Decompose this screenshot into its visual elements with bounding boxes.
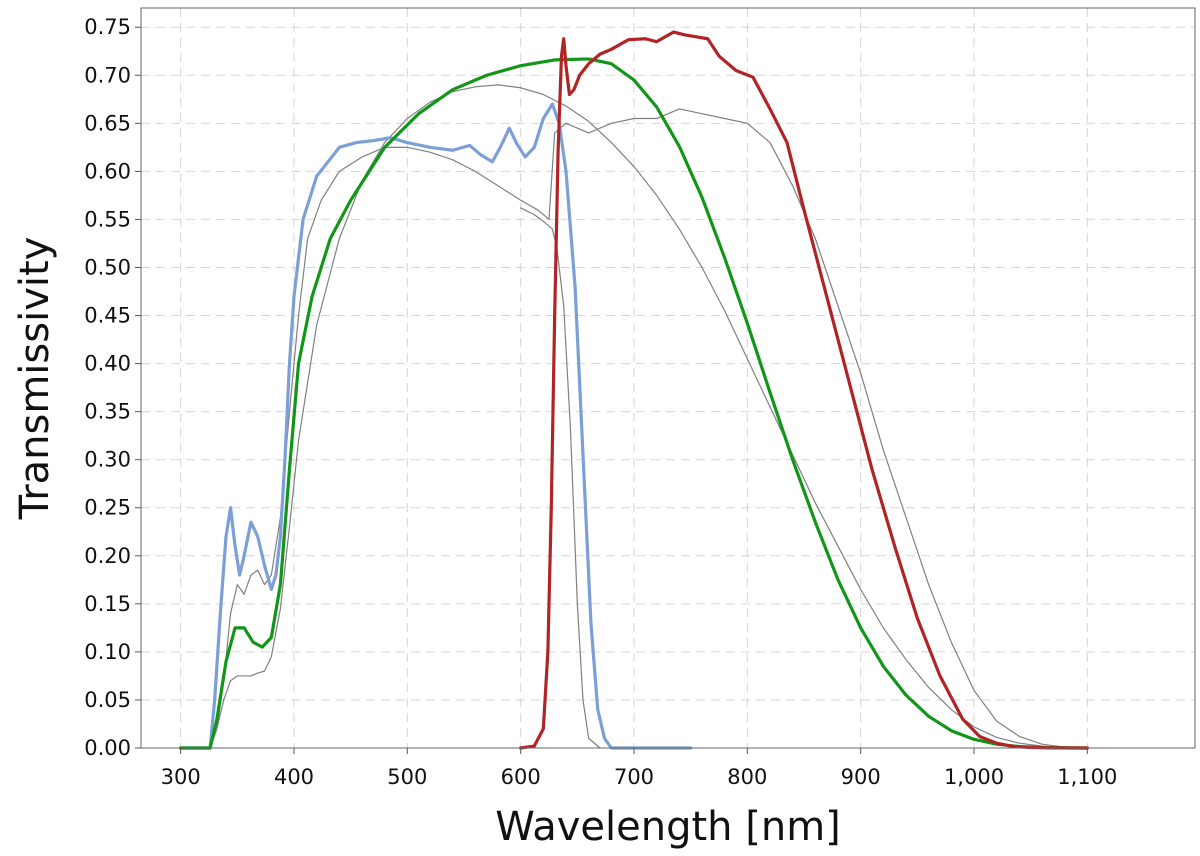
grid-lines: [141, 8, 1195, 748]
x-tick-label: 500: [387, 765, 427, 789]
y-tick-label: 0.25: [84, 496, 131, 520]
y-tick-label: 0.00: [84, 736, 131, 760]
x-tick-label: 600: [501, 765, 541, 789]
y-axis-tick-labels: 0.00 0.05 0.10 0.15 0.20 0.25 0.30 0.35 0.40 0.45…: [84, 15, 131, 760]
x-tick-label: 300: [161, 765, 201, 789]
plot-area-frame: [140, 7, 1196, 749]
series-line-green-filter: [179, 57, 1089, 750]
x-tick-label: 400: [274, 765, 314, 789]
series-line-gray-curve-3: [520, 207, 601, 749]
y-tick-label: 0.45: [84, 304, 131, 328]
y-axis-title: Transmissivity: [12, 237, 58, 521]
series-line-red-filter: [519, 30, 1089, 750]
y-tick-label: 0.55: [84, 207, 131, 231]
x-axis-tick-labels: 300 400 500 600 700 800 900 1,000 1,100: [161, 765, 1118, 789]
x-tick-label: 1,000: [944, 765, 1004, 789]
x-tick-label: 800: [727, 765, 767, 789]
y-tick-label: 0.20: [84, 544, 131, 568]
x-axis-title: Wavelength [nm]: [495, 804, 841, 850]
x-tick-label: 900: [841, 765, 881, 789]
y-tick-label: 0.15: [84, 592, 131, 616]
y-tick-label: 0.60: [84, 159, 131, 183]
x-tick-label: 700: [614, 765, 654, 789]
data-series: [179, 30, 1089, 750]
series-line-gray-curve-2: [180, 84, 1088, 749]
y-tick-label: 0.05: [84, 688, 131, 712]
y-tick-label: 0.65: [84, 111, 131, 135]
y-tick-label: 0.50: [84, 255, 131, 279]
y-tick-label: 0.10: [84, 640, 131, 664]
x-tick-label: 1,100: [1057, 765, 1117, 789]
y-tick-label: 0.30: [84, 448, 131, 472]
y-tick-label: 0.75: [84, 15, 131, 39]
series-line-blue-filter: [179, 102, 693, 750]
y-tick-label: 0.35: [84, 400, 131, 424]
series-line-gray-curve-1: [180, 108, 1088, 749]
axis-ticks: [135, 26, 1088, 754]
y-tick-label: 0.70: [84, 63, 131, 87]
y-tick-label: 0.40: [84, 352, 131, 376]
